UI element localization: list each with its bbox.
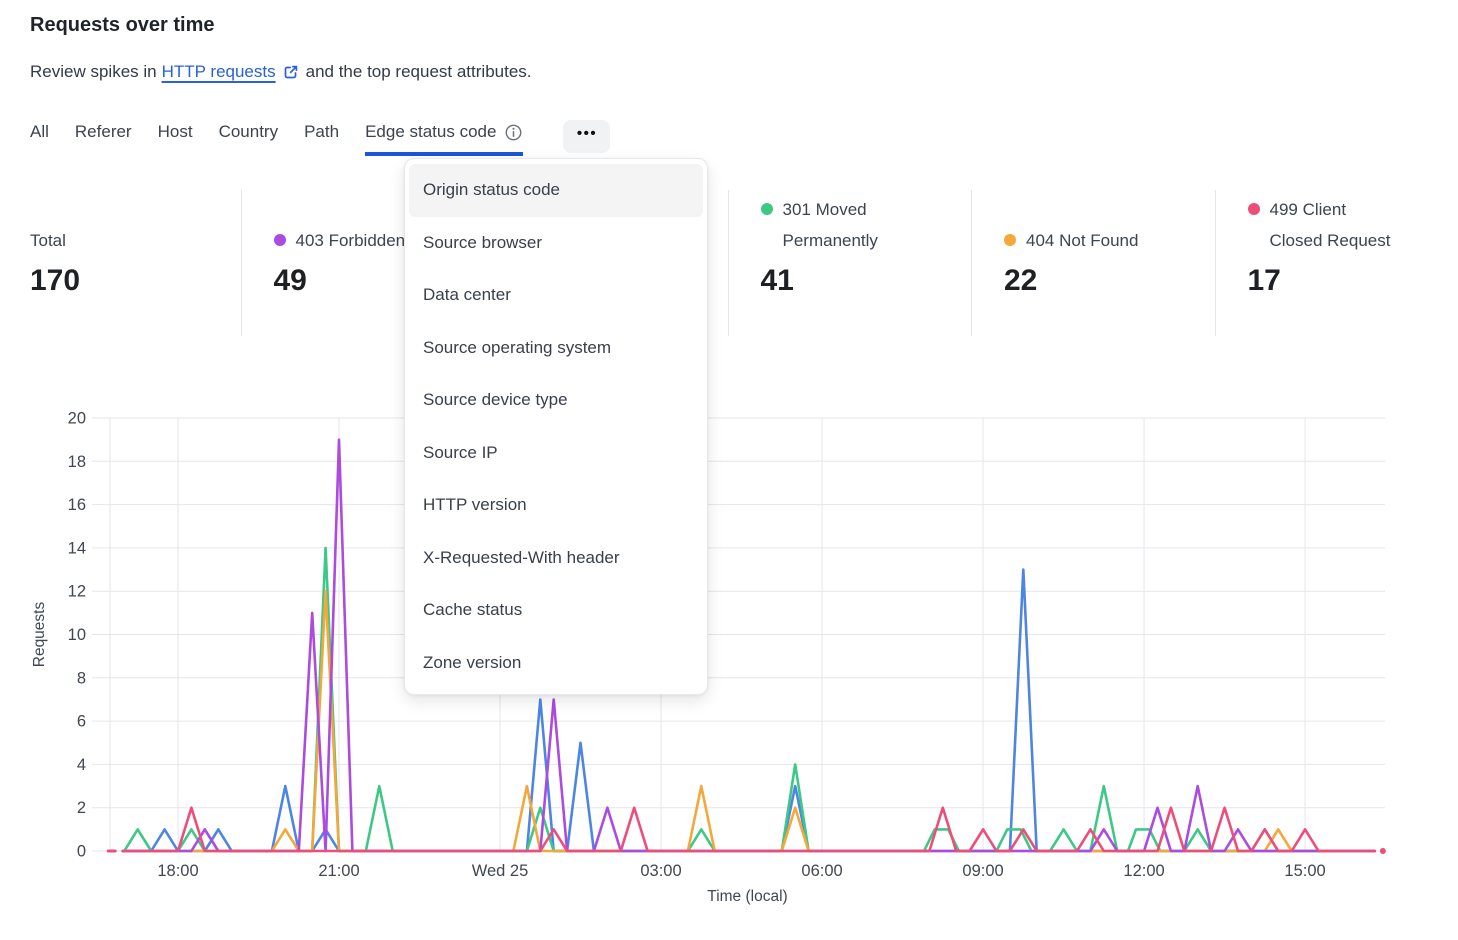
stat-301-moved-permanently: 301 Moved Permanently 41: [727, 190, 972, 336]
menu-item-source-browser[interactable]: Source browser: [423, 232, 543, 252]
series-color-dot: [273, 234, 286, 246]
tab-host[interactable]: Host: [158, 118, 193, 152]
series-color-dot: [1004, 234, 1016, 246]
stats-summary-row: Total 170 403 Forbidden 49 301 Moved Permanen…: [0, 190, 1458, 336]
menu-item-source-operating-system[interactable]: Source operating system: [423, 337, 612, 357]
menu-item-origin-status-code[interactable]: Origin status code: [409, 164, 703, 217]
stat-label: 499 Client Closed Request: [1269, 200, 1391, 250]
svg-text:21:00: 21:00: [318, 862, 359, 880]
stat-label: Total: [30, 231, 66, 250]
series-color-dot: [1247, 203, 1260, 215]
svg-text:Wed 25: Wed 25: [472, 862, 529, 880]
svg-text:10: 10: [68, 626, 86, 644]
svg-text:14: 14: [68, 539, 86, 557]
menu-item-x-requested-with-header[interactable]: X-Requested-With header: [423, 547, 620, 567]
subtitle-prefix: Review spikes in: [30, 62, 157, 81]
stat-value: 22: [1004, 264, 1038, 297]
menu-item-source-device-type[interactable]: Source device type: [423, 390, 568, 410]
tab-label: Host: [157, 122, 193, 141]
series-color-dot: [760, 203, 773, 215]
subtitle-suffix: and the top request attributes.: [305, 62, 532, 81]
menu-item-cache-status[interactable]: Cache status: [423, 600, 523, 620]
menu-item-data-center[interactable]: Data center: [423, 285, 511, 305]
menu-item-source-ip[interactable]: Source IP: [423, 442, 498, 462]
attribute-dropdown-menu: Origin status code Source browser Data cen…: [404, 158, 708, 695]
svg-text:6: 6: [77, 713, 86, 731]
tab-label: Referer: [74, 122, 132, 141]
svg-text:2: 2: [77, 799, 86, 817]
svg-text:16: 16: [68, 496, 86, 514]
svg-text:12: 12: [68, 583, 86, 601]
stat-value: 49: [273, 264, 307, 297]
stat-label: 301 Moved Permanently: [782, 200, 878, 250]
tab-label: Edge status code: [365, 122, 497, 141]
svg-text:Requests: Requests: [31, 602, 48, 668]
svg-text:15:00: 15:00: [1284, 862, 1325, 880]
stat-value: 17: [1247, 264, 1281, 297]
svg-text:0: 0: [77, 843, 86, 861]
attribute-tab-bar: All Referer Host Country Path Edge status cod…: [30, 118, 611, 156]
stat-403-forbidden: 403 Forbidden 49: [240, 190, 485, 336]
svg-text:09:00: 09:00: [962, 862, 1003, 880]
svg-text:06:00: 06:00: [801, 862, 842, 880]
svg-text:20: 20: [68, 410, 86, 428]
svg-text:18:00: 18:00: [157, 862, 198, 880]
stat-total: Total 170: [0, 190, 241, 336]
stat-404-not-found: 404 Not Found 22: [971, 190, 1215, 336]
stat-value: 170: [30, 264, 81, 297]
external-link-icon: [284, 65, 297, 79]
more-attributes-button[interactable]: •••: [563, 120, 611, 153]
tab-path[interactable]: Path: [304, 118, 339, 152]
stat-499-client-closed-request: 499 Client Closed Request 17: [1214, 190, 1458, 336]
page-subtitle: Review spikes in HTTP requests and the t…: [30, 62, 532, 82]
page-title: Requests over time: [30, 14, 215, 36]
tab-edge-status-code[interactable]: Edge status code: [365, 118, 524, 156]
tab-label: All: [30, 122, 49, 141]
menu-item-zone-version[interactable]: Zone version: [423, 652, 522, 672]
svg-text:18: 18: [68, 453, 86, 471]
stat-label: 404 Not Found: [1026, 231, 1139, 250]
svg-text:12:00: 12:00: [1123, 862, 1164, 880]
tab-country[interactable]: Country: [219, 118, 279, 152]
tab-label: Country: [218, 122, 279, 141]
svg-text:Time (local): Time (local): [707, 888, 787, 905]
tab-label: Path: [304, 122, 340, 141]
tab-referer[interactable]: Referer: [75, 118, 132, 152]
http-requests-link[interactable]: HTTP requests: [161, 62, 276, 81]
tab-all[interactable]: All: [30, 118, 49, 152]
menu-item-http-version[interactable]: HTTP version: [423, 495, 527, 515]
stat-value: 41: [760, 264, 794, 297]
stat-label: 403 Forbidden: [295, 231, 406, 250]
svg-text:4: 4: [77, 756, 86, 774]
svg-text:8: 8: [77, 669, 86, 687]
svg-text:03:00: 03:00: [640, 862, 681, 880]
info-icon[interactable]: [504, 123, 523, 142]
requests-chart: 0 2 4 6 8 10 12 14 16 18 20 18:00 21:00 Wed 25 03:00 06…: [31, 410, 1386, 905]
